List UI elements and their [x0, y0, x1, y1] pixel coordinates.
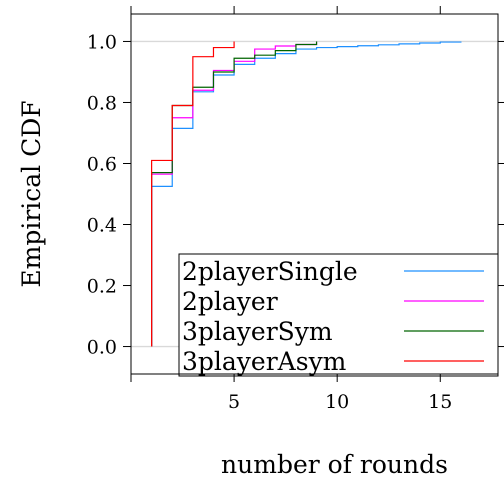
legend-label: 3playerAsym [182, 347, 347, 376]
legend-box [178, 253, 499, 377]
y-tick-label: 0.2 [87, 276, 117, 298]
legend-label: 3playerSym [182, 317, 333, 346]
series-layer [151, 41, 462, 347]
y-tick-label: 0.4 [87, 215, 117, 237]
y-tick-label: 0.8 [87, 92, 117, 114]
legend-label: 2playerSingle [182, 257, 358, 286]
x-tick-label: 5 [228, 391, 240, 413]
series-line-3playerAsym [151, 41, 235, 347]
x-tick-label: 15 [428, 391, 452, 413]
y-tick-label: 0.0 [87, 337, 117, 359]
legend-label: 2player [182, 287, 278, 316]
legend: 2playerSingle2player3playerSym3playerAsy… [178, 253, 499, 377]
y-axis-title: Empirical CDF [17, 100, 46, 287]
y-tick-label: 0.6 [87, 153, 117, 175]
x-axis-title: number of rounds [221, 450, 448, 479]
plot-frame [130, 13, 499, 375]
axis-ticks: 5 10 15 0.0 0.2 0.4 0.6 0.8 1.0 [87, 6, 504, 413]
x-tick-label: 10 [325, 391, 349, 413]
series-line-2playerSingle [151, 41, 462, 347]
y-tick-label: 1.0 [87, 31, 117, 53]
